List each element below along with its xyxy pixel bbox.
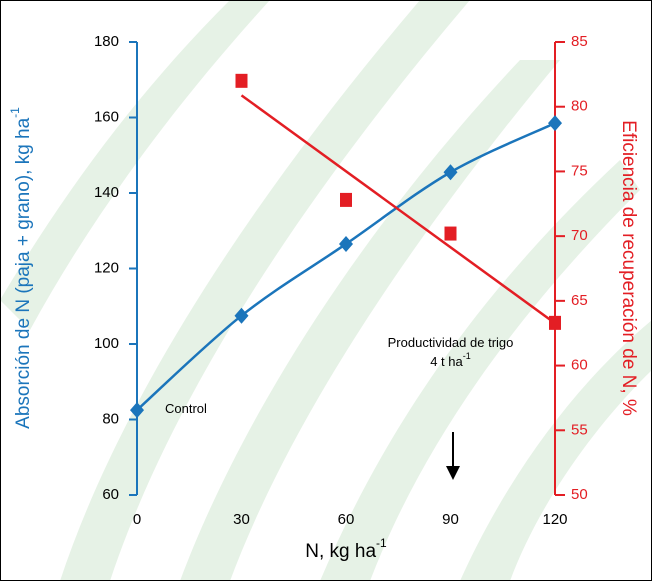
annotation-sup: -1 bbox=[463, 351, 471, 361]
y2-tick-label: 75 bbox=[571, 162, 588, 179]
x-tick-label: 30 bbox=[233, 511, 250, 528]
marker bbox=[549, 315, 561, 330]
x-axis-label-text: N, kg ha bbox=[305, 541, 376, 562]
x-axis-label-sup: -1 bbox=[376, 536, 387, 550]
marker bbox=[443, 164, 458, 181]
x-tick-label: 60 bbox=[338, 511, 355, 528]
y2-tick-label: 50 bbox=[571, 486, 588, 503]
y-tick-label: 120 bbox=[94, 259, 119, 276]
x-axis-label: N, kg ha-1 bbox=[305, 536, 387, 562]
trend-line bbox=[240, 94, 556, 325]
y-tick-label: 100 bbox=[94, 335, 119, 352]
y-axis-label: Absorción de N (paja + grano), kg ha-1 bbox=[8, 107, 34, 429]
annotation-text: 4 t ha bbox=[430, 354, 463, 369]
y2-tick-label: 70 bbox=[571, 227, 588, 244]
x-tick-label: 90 bbox=[442, 511, 459, 528]
x-tick-label: 120 bbox=[542, 511, 567, 528]
y2-tick-label: 60 bbox=[571, 357, 588, 374]
y-axis-label-sup: -1 bbox=[8, 107, 22, 118]
marker bbox=[339, 235, 353, 252]
marker bbox=[340, 192, 352, 207]
arrow bbox=[446, 432, 460, 480]
y2-tick-label: 85 bbox=[571, 33, 588, 50]
y2-tick-label: 80 bbox=[571, 98, 588, 115]
y2-tick-label: 55 bbox=[571, 421, 588, 438]
y-tick-label: 180 bbox=[94, 33, 119, 50]
y2-tick-label: 65 bbox=[571, 292, 588, 309]
marker bbox=[444, 226, 457, 241]
y-tick-label: 160 bbox=[94, 108, 119, 125]
annotation-text: Productividad de trigo bbox=[388, 335, 514, 350]
annotation: Control bbox=[165, 402, 207, 417]
y-tick-label: 60 bbox=[102, 486, 119, 503]
marker bbox=[235, 73, 248, 88]
annotation: Productividad de trigo bbox=[388, 335, 514, 350]
annotation: 4 t ha-1 bbox=[430, 351, 471, 369]
marker bbox=[130, 402, 144, 419]
y-axis-label-text: Absorción de N (paja + grano), kg ha bbox=[13, 117, 34, 428]
y-tick-label: 140 bbox=[94, 184, 119, 201]
marker bbox=[548, 115, 562, 132]
marker bbox=[234, 307, 249, 324]
annotation-text: Control bbox=[165, 402, 207, 417]
y-tick-label: 80 bbox=[102, 410, 119, 427]
x-tick-label: 0 bbox=[133, 511, 141, 528]
y2-axis-label: Eficiencia de recuperación de N, % bbox=[618, 120, 639, 416]
